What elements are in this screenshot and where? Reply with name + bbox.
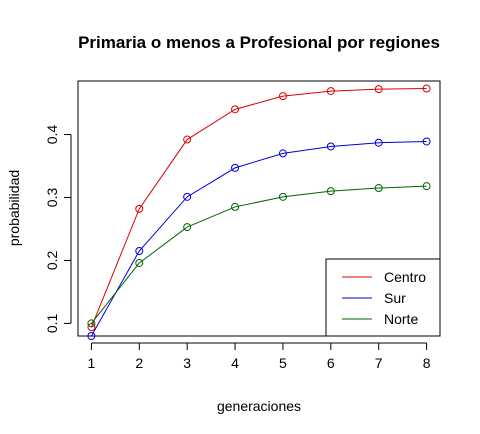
x-tick-label: 4 <box>231 355 239 371</box>
data-point-sur <box>374 138 383 147</box>
legend-label-centro: Centro <box>384 269 426 285</box>
x-tick-label: 3 <box>183 355 191 371</box>
data-point-norte <box>422 182 431 191</box>
data-point-centro <box>326 87 335 96</box>
data-point-sur <box>135 247 144 255</box>
legend-label-sur: Sur <box>384 290 406 306</box>
x-tick-label: 2 <box>135 355 143 371</box>
data-point-centro <box>278 92 287 101</box>
x-tick-label: 8 <box>423 355 431 371</box>
data-point-norte <box>374 184 383 193</box>
y-axis: 0.1 0.2 0.3 0.4 <box>44 125 72 333</box>
series-line-sur <box>90 140 427 337</box>
data-point-centro <box>183 135 192 144</box>
x-tick-label: 1 <box>88 355 96 371</box>
series-sur <box>87 137 431 340</box>
y-tick-label: 0.4 <box>44 125 60 145</box>
data-point-sur <box>422 137 431 146</box>
data-point-norte <box>326 187 335 196</box>
series-centro <box>87 84 431 332</box>
plot-frame <box>77 80 441 337</box>
y-tick-label: 0.1 <box>44 313 60 333</box>
data-point-norte <box>183 223 192 232</box>
series-layer <box>87 84 431 340</box>
legend-label-norte: Norte <box>384 311 418 327</box>
data-point-norte <box>278 192 287 201</box>
data-point-norte <box>231 202 240 211</box>
y-tick-label: 0.2 <box>44 251 60 271</box>
data-point-norte <box>135 258 144 267</box>
data-point-centro <box>374 85 383 94</box>
series-norte <box>87 182 431 328</box>
x-tick-label: 6 <box>327 355 335 371</box>
data-point-centro <box>422 84 431 93</box>
x-tick-label: 7 <box>375 355 383 371</box>
data-point-norte <box>87 319 96 328</box>
data-point-sur <box>231 163 240 172</box>
data-point-centro <box>231 105 240 114</box>
x-axis-label: generaciones <box>217 398 301 414</box>
x-tick-label: 5 <box>279 355 287 371</box>
data-point-sur <box>326 142 335 151</box>
data-point-centro <box>135 204 144 213</box>
x-axis: 1 2 3 4 5 6 7 8 <box>88 342 431 371</box>
series-line-norte <box>91 185 427 324</box>
data-point-sur <box>87 332 96 340</box>
data-point-sur <box>183 192 192 201</box>
chart-title: Primaria o menos a Profesional por regio… <box>78 33 440 52</box>
legend: Centro Sur Norte <box>325 258 441 337</box>
y-axis-label: probabilidad <box>6 170 22 246</box>
data-point-sur <box>278 149 287 158</box>
y-tick-label: 0.3 <box>44 188 60 208</box>
data-point-centro <box>87 323 96 332</box>
series-line-centro <box>90 88 427 328</box>
